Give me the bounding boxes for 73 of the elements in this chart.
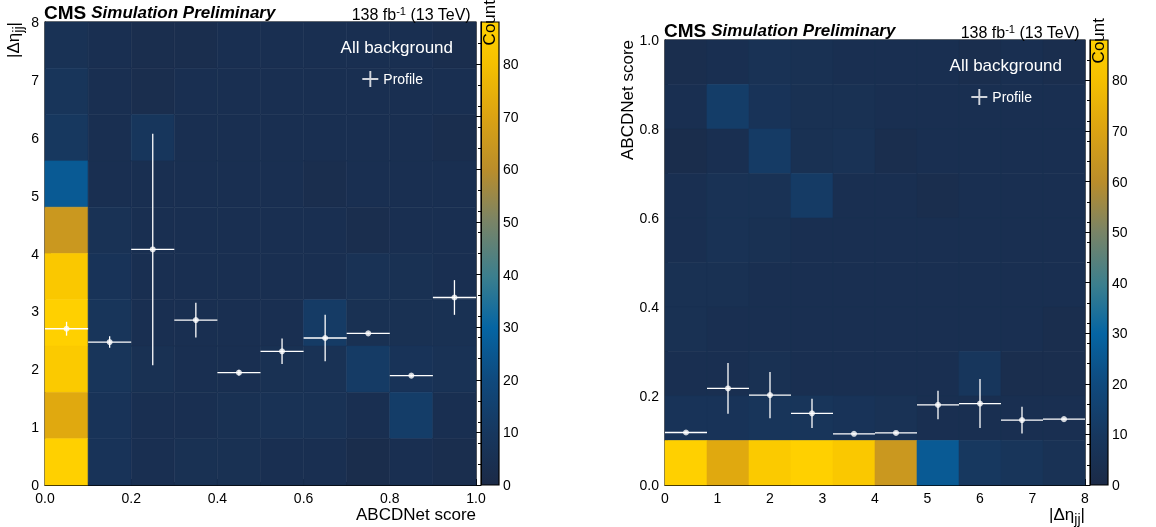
color-bar-label: 60 — [503, 161, 519, 178]
color-bar-label: 80 — [503, 56, 519, 73]
point — [725, 385, 731, 392]
y-tick-label: 0.2 — [639, 388, 660, 404]
y-tick-label: 0.6 — [639, 210, 660, 226]
x-tick-label: 5 — [923, 490, 932, 506]
x-tick-label: 3 — [818, 490, 827, 506]
y-tick-label: 1 — [31, 419, 40, 436]
color-bar-label: 20 — [1112, 375, 1128, 392]
x-tick-label: 0 — [661, 490, 670, 506]
y-tick-label: 2 — [31, 361, 40, 378]
point — [935, 401, 941, 408]
y-tick-label: 3 — [31, 303, 40, 320]
color-bar-label: 0 — [503, 477, 511, 493]
chart-subtitle: Simulation Preliminary — [711, 21, 897, 40]
point — [149, 246, 156, 253]
point — [1019, 417, 1025, 424]
color-bar-label: 80 — [1112, 72, 1128, 89]
point — [106, 339, 113, 346]
color-bar-label: 40 — [1112, 274, 1128, 291]
color-bar-label: 10 — [503, 424, 519, 441]
color-bar-label: 30 — [1112, 325, 1128, 342]
color-bar-label: 60 — [1112, 173, 1128, 190]
x-tick-label: 1.0 — [466, 490, 486, 506]
y-tick-label: 0.4 — [639, 299, 660, 315]
color-bar-label: 30 — [503, 319, 519, 336]
y-tick-label: 1.0 — [639, 32, 660, 48]
point — [451, 294, 458, 301]
x-tick-label: 8 — [1081, 490, 1090, 506]
point — [767, 392, 773, 399]
chart-title: CMS — [44, 2, 87, 23]
y-tick-label: 7 — [31, 71, 40, 88]
y-tick-label: 0 — [31, 477, 40, 493]
color-bar-label: 40 — [503, 266, 519, 283]
y-tick-label: 6 — [31, 129, 40, 146]
y-tick-label: 0.0 — [639, 477, 660, 493]
x-tick-label: 4 — [871, 490, 880, 506]
x-tick-label: 0.2 — [121, 490, 142, 506]
legend-title: All background — [340, 38, 454, 57]
x-axis-title: |Δη$_{jj}$| — [1049, 505, 1085, 527]
point — [192, 317, 199, 324]
point — [63, 325, 70, 332]
legend-label: Profile — [992, 89, 1033, 105]
x-tick-label: 0.6 — [293, 490, 314, 506]
chart-subtitle: Simulation Preliminary — [91, 3, 277, 22]
y-tick-label: 8 — [31, 14, 40, 30]
x-axis-title: ABCDNet score — [356, 505, 476, 525]
x-tick-label: 0.4 — [207, 490, 228, 506]
y-tick-label: 5 — [31, 187, 40, 204]
x-tick-label: 7 — [1028, 490, 1037, 506]
color-bar-title: Count — [1089, 17, 1108, 64]
legend-label: Profile — [383, 71, 424, 87]
point — [279, 348, 286, 355]
color-bar-title: Count — [480, 0, 499, 46]
point — [322, 335, 329, 341]
x-tick-label: 6 — [976, 490, 985, 506]
color-bar-label: 70 — [1112, 123, 1128, 140]
color-bar-label: 0 — [1112, 477, 1120, 493]
color-bar-label: 70 — [503, 108, 519, 125]
x-tick-label: 1 — [713, 490, 722, 506]
point — [977, 400, 983, 407]
chart-title: CMS — [664, 20, 707, 41]
x-tick-label: 2 — [766, 490, 775, 506]
x-tick-label: 0.8 — [380, 490, 400, 506]
y-axis-title: ABCDNet score — [618, 40, 638, 160]
color-bar-label: 20 — [503, 371, 519, 388]
color-bar-label: 10 — [1112, 426, 1128, 443]
y-tick-label: 0.8 — [639, 121, 660, 137]
point — [809, 410, 815, 417]
legend-title: All background — [949, 56, 1063, 75]
color-bar-label: 50 — [1112, 224, 1128, 241]
y-tick-label: 4 — [31, 245, 40, 262]
color-bar-label: 50 — [503, 213, 519, 230]
